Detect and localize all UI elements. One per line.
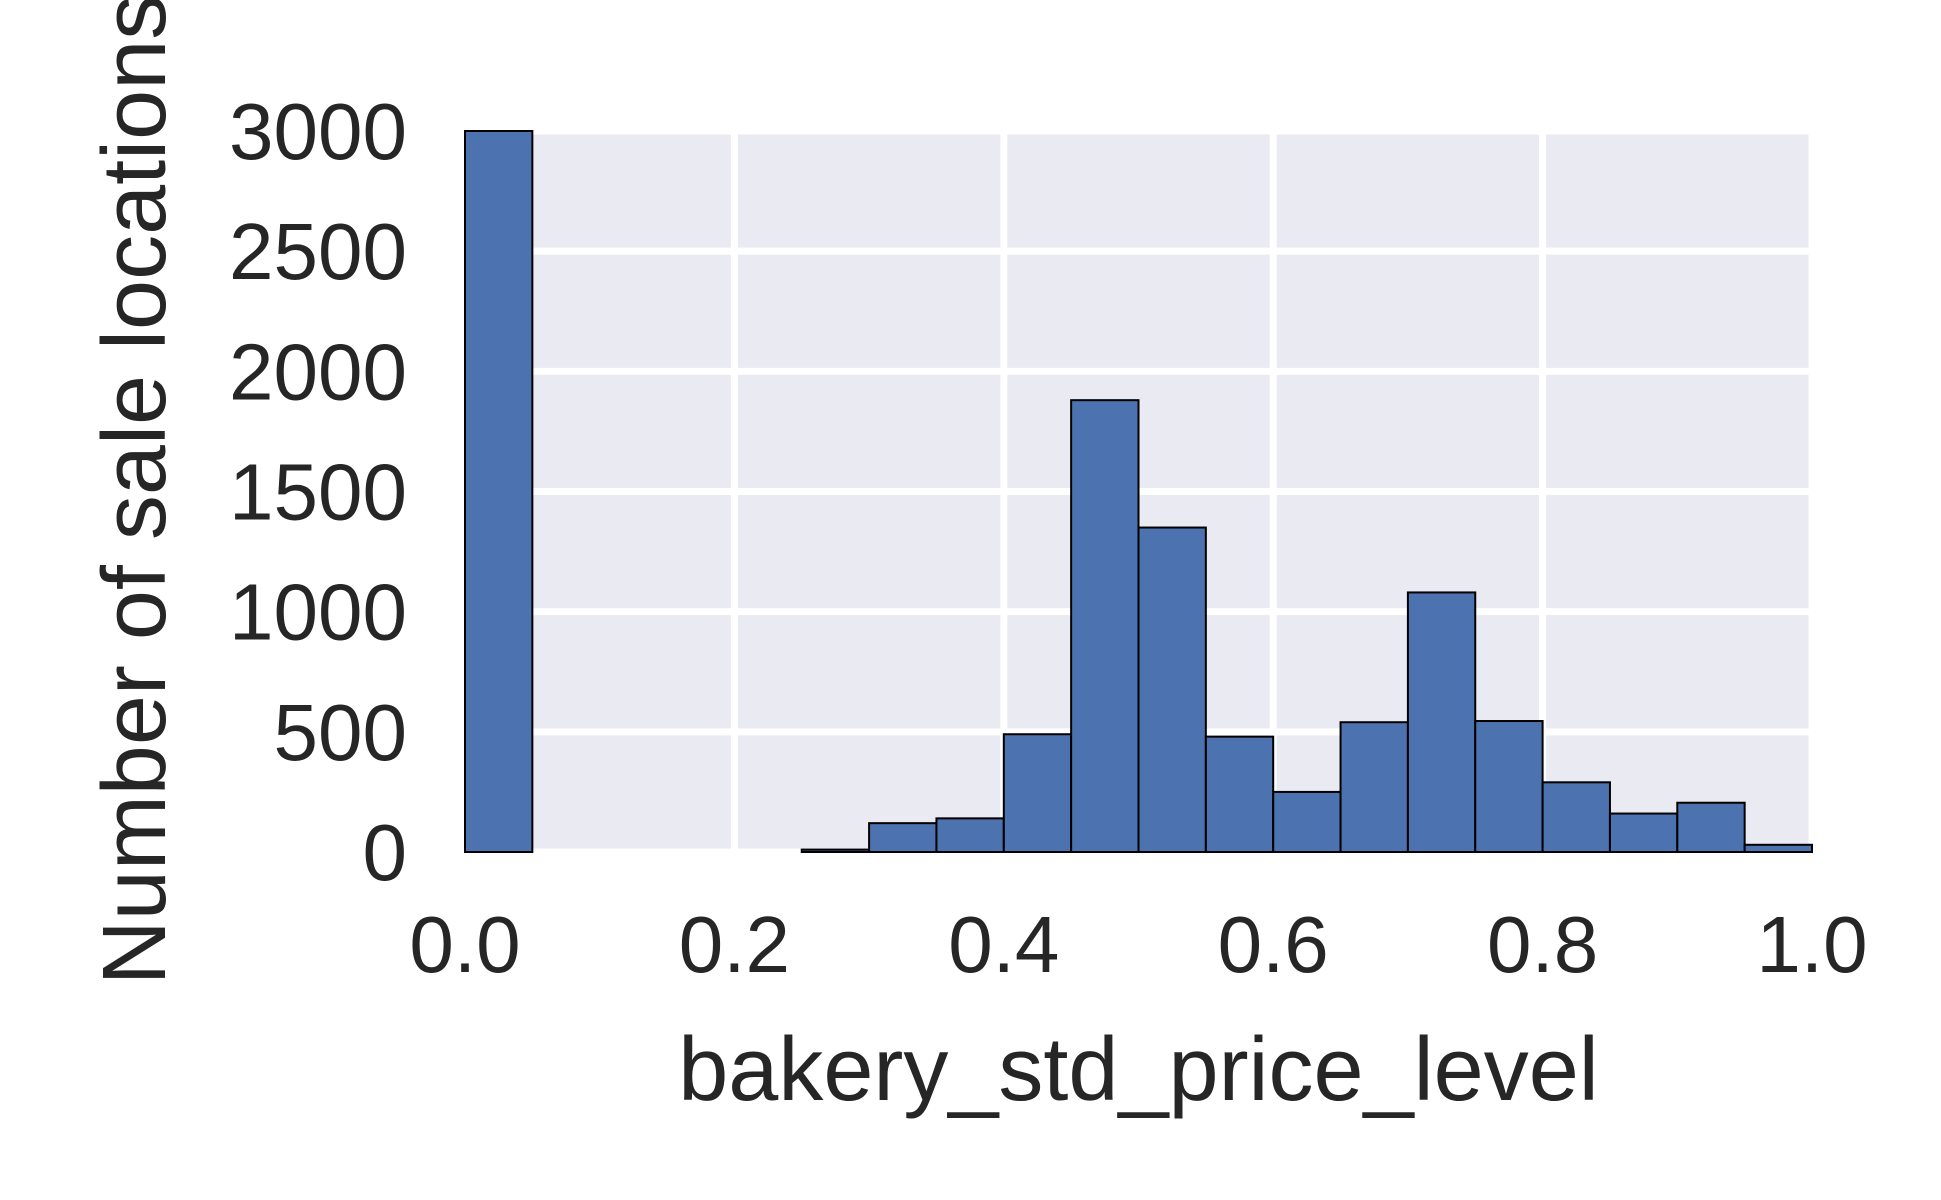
histogram-bar — [1002, 733, 1073, 854]
y-axis-ticks: 0 500 1000 1500 2000 2500 3000 — [229, 87, 407, 897]
y-tick-label: 500 — [274, 688, 407, 777]
x-tick-label: 0.0 — [409, 900, 520, 989]
histogram-bar — [464, 130, 534, 853]
histogram-bar — [1204, 735, 1275, 854]
histogram-bar — [1137, 526, 1207, 853]
y-axis-label: Number of sale locations — [85, 0, 185, 985]
histogram-bar — [1743, 843, 1814, 853]
histogram-bar — [1272, 790, 1342, 854]
y-tick-label: 3000 — [229, 87, 407, 176]
y-tick-label: 2000 — [229, 327, 407, 416]
x-tick-label: 0.2 — [679, 900, 790, 989]
histogram-bar — [1541, 781, 1611, 854]
histogram-bars — [464, 130, 1814, 854]
x-tick-label: 0.4 — [948, 900, 1059, 989]
x-axis-ticks: 0.0 0.2 0.4 0.6 0.8 1.0 — [409, 900, 1867, 989]
x-tick-label: 0.8 — [1487, 900, 1598, 989]
x-tick-label: 1.0 — [1756, 900, 1867, 989]
y-tick-label: 2500 — [229, 207, 407, 296]
y-tick-label: 1000 — [229, 568, 407, 657]
histogram-bar — [800, 848, 871, 854]
histogram-bar — [1070, 399, 1140, 853]
histogram-bar — [1339, 721, 1409, 853]
x-tick-label: 0.6 — [1218, 900, 1329, 989]
y-tick-label: 0 — [363, 808, 408, 897]
histogram-bar — [1676, 801, 1746, 854]
histogram-bar — [935, 817, 1005, 853]
histogram-bar — [1474, 720, 1544, 853]
histogram-bar — [868, 822, 938, 853]
x-axis-label: bakery_std_price_level — [678, 1020, 1599, 1120]
y-tick-label: 1500 — [229, 448, 407, 537]
histogram-bar — [1608, 812, 1679, 854]
histogram-bar — [1406, 591, 1477, 853]
